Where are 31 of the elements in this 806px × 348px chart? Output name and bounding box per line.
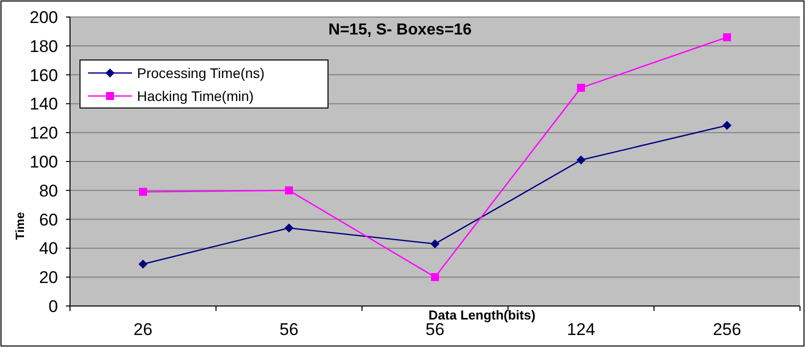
y-axis-title: Time — [13, 212, 28, 240]
y-tick-label: 60 — [39, 210, 58, 230]
point — [723, 33, 731, 42]
y-tick-label: 80 — [39, 181, 58, 200]
y-tick-label: 160 — [30, 66, 58, 85]
y-tick-label: 20 — [39, 268, 58, 288]
x-tick-label: 26 — [134, 320, 152, 339]
y-tick-label: 140 — [30, 94, 58, 114]
x-tick-label: 56 — [280, 320, 298, 339]
point — [577, 84, 585, 92]
point — [431, 273, 439, 282]
point — [430, 239, 440, 248]
y-tick-label: 120 — [30, 124, 58, 143]
y-tick-label: 0 — [48, 296, 58, 316]
point — [139, 188, 147, 196]
y-tick-label: 200 — [30, 8, 58, 27]
y-tick-label: 40 — [39, 239, 58, 258]
point — [576, 156, 586, 165]
point — [138, 260, 148, 269]
chart-title: N=15, S- Boxes=16 — [328, 22, 472, 39]
x-tick-label: 256 — [712, 320, 742, 339]
point — [285, 186, 293, 194]
x-tick-label: 124 — [566, 320, 596, 339]
point — [722, 120, 732, 130]
x-axis-title: Data Length(bits) — [428, 308, 536, 323]
y-tick-label: 180 — [30, 36, 58, 56]
legend-label: Hacking Time(min) — [137, 88, 254, 104]
y-tick-label: 100 — [30, 152, 58, 172]
legend-label: Processing Time(ns) — [137, 64, 265, 81]
point — [284, 223, 294, 232]
x-tick-label: 56 — [426, 320, 444, 339]
